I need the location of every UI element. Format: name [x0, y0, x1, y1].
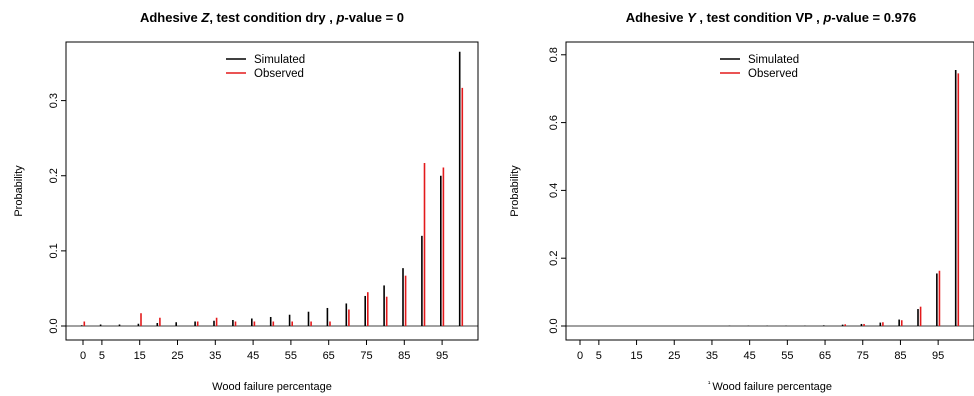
- y-tick-label: 0.4: [548, 183, 560, 198]
- chart-title: Adhesive Y , test condition VP , p-value…: [626, 10, 917, 25]
- title-p: p: [335, 10, 344, 25]
- y-tick-label: 0.8: [548, 47, 560, 62]
- y-tick-label: 0.2: [548, 251, 560, 266]
- title-condition: , test condition VP ,: [696, 10, 824, 25]
- plot-frame: [65, 41, 479, 341]
- y-tick-label: 0.2: [48, 168, 60, 183]
- x-tick-label: 35: [706, 350, 718, 362]
- chart-panel-1: Adhesive Z, test condition dry , p-value…: [13, 10, 479, 393]
- x-tick-label: 15: [630, 350, 642, 362]
- legend-label-observed: Observed: [748, 68, 798, 80]
- title-prefix: Adhesive: [140, 10, 201, 25]
- title-adhesive: Y: [687, 10, 697, 25]
- x-tick-label: 65: [819, 350, 831, 362]
- chart-panel-2: Adhesive Y , test condition VP , p-value…: [509, 10, 974, 393]
- x-axis-label: Wood failure percentage: [212, 381, 332, 393]
- x-tick-label: 35: [209, 350, 221, 362]
- plot-frame: [565, 41, 974, 341]
- x-tick-label: 45: [247, 350, 259, 362]
- title-p: p: [822, 10, 831, 25]
- title-pvalue: -value = 0: [344, 10, 404, 25]
- y-tick-label: 0.6: [548, 115, 560, 130]
- x-tick-label: 95: [436, 350, 448, 362]
- x-axis-label-mark: ¹: [708, 381, 711, 388]
- x-tick-label: 15: [134, 350, 146, 362]
- title-pvalue: -value = 0.976: [831, 10, 916, 25]
- x-tick-label: 65: [323, 350, 335, 362]
- x-tick-label: 0: [80, 350, 86, 362]
- legend-label-simulated: Simulated: [254, 54, 305, 66]
- y-tick-label: 0.3: [48, 93, 60, 108]
- x-tick-label: 85: [894, 350, 906, 362]
- title-prefix: Adhesive: [626, 10, 687, 25]
- x-tick-label: 5: [596, 350, 602, 362]
- title-adhesive: Z: [200, 10, 210, 25]
- y-axis-label: Probability: [509, 165, 521, 217]
- x-tick-label: 45: [744, 350, 756, 362]
- title-condition: , test condition dry ,: [209, 10, 336, 25]
- y-axis-label: Probability: [13, 165, 25, 217]
- x-axis-label-text: Wood failure percentage: [712, 381, 832, 393]
- y-tick-label: 0.0: [548, 318, 560, 333]
- x-tick-label: 25: [668, 350, 680, 362]
- x-tick-label: 95: [932, 350, 944, 362]
- x-tick-label: 85: [398, 350, 410, 362]
- y-tick-label: 0.0: [48, 318, 60, 333]
- legend-label-observed: Observed: [254, 68, 304, 80]
- x-tick-label: 25: [171, 350, 183, 362]
- x-tick-label: 55: [285, 350, 297, 362]
- chart-title: Adhesive Z, test condition dry , p-value…: [140, 10, 404, 25]
- x-tick-label: 55: [781, 350, 793, 362]
- x-tick-label: 5: [99, 350, 105, 362]
- x-tick-label: 0: [577, 350, 583, 362]
- x-tick-label: 75: [857, 350, 869, 362]
- legend-label-simulated: Simulated: [748, 54, 799, 66]
- x-tick-label: 75: [360, 350, 372, 362]
- x-axis-label: ¹ Wood failure percentage: [708, 381, 832, 393]
- y-tick-label: 0.1: [48, 243, 60, 258]
